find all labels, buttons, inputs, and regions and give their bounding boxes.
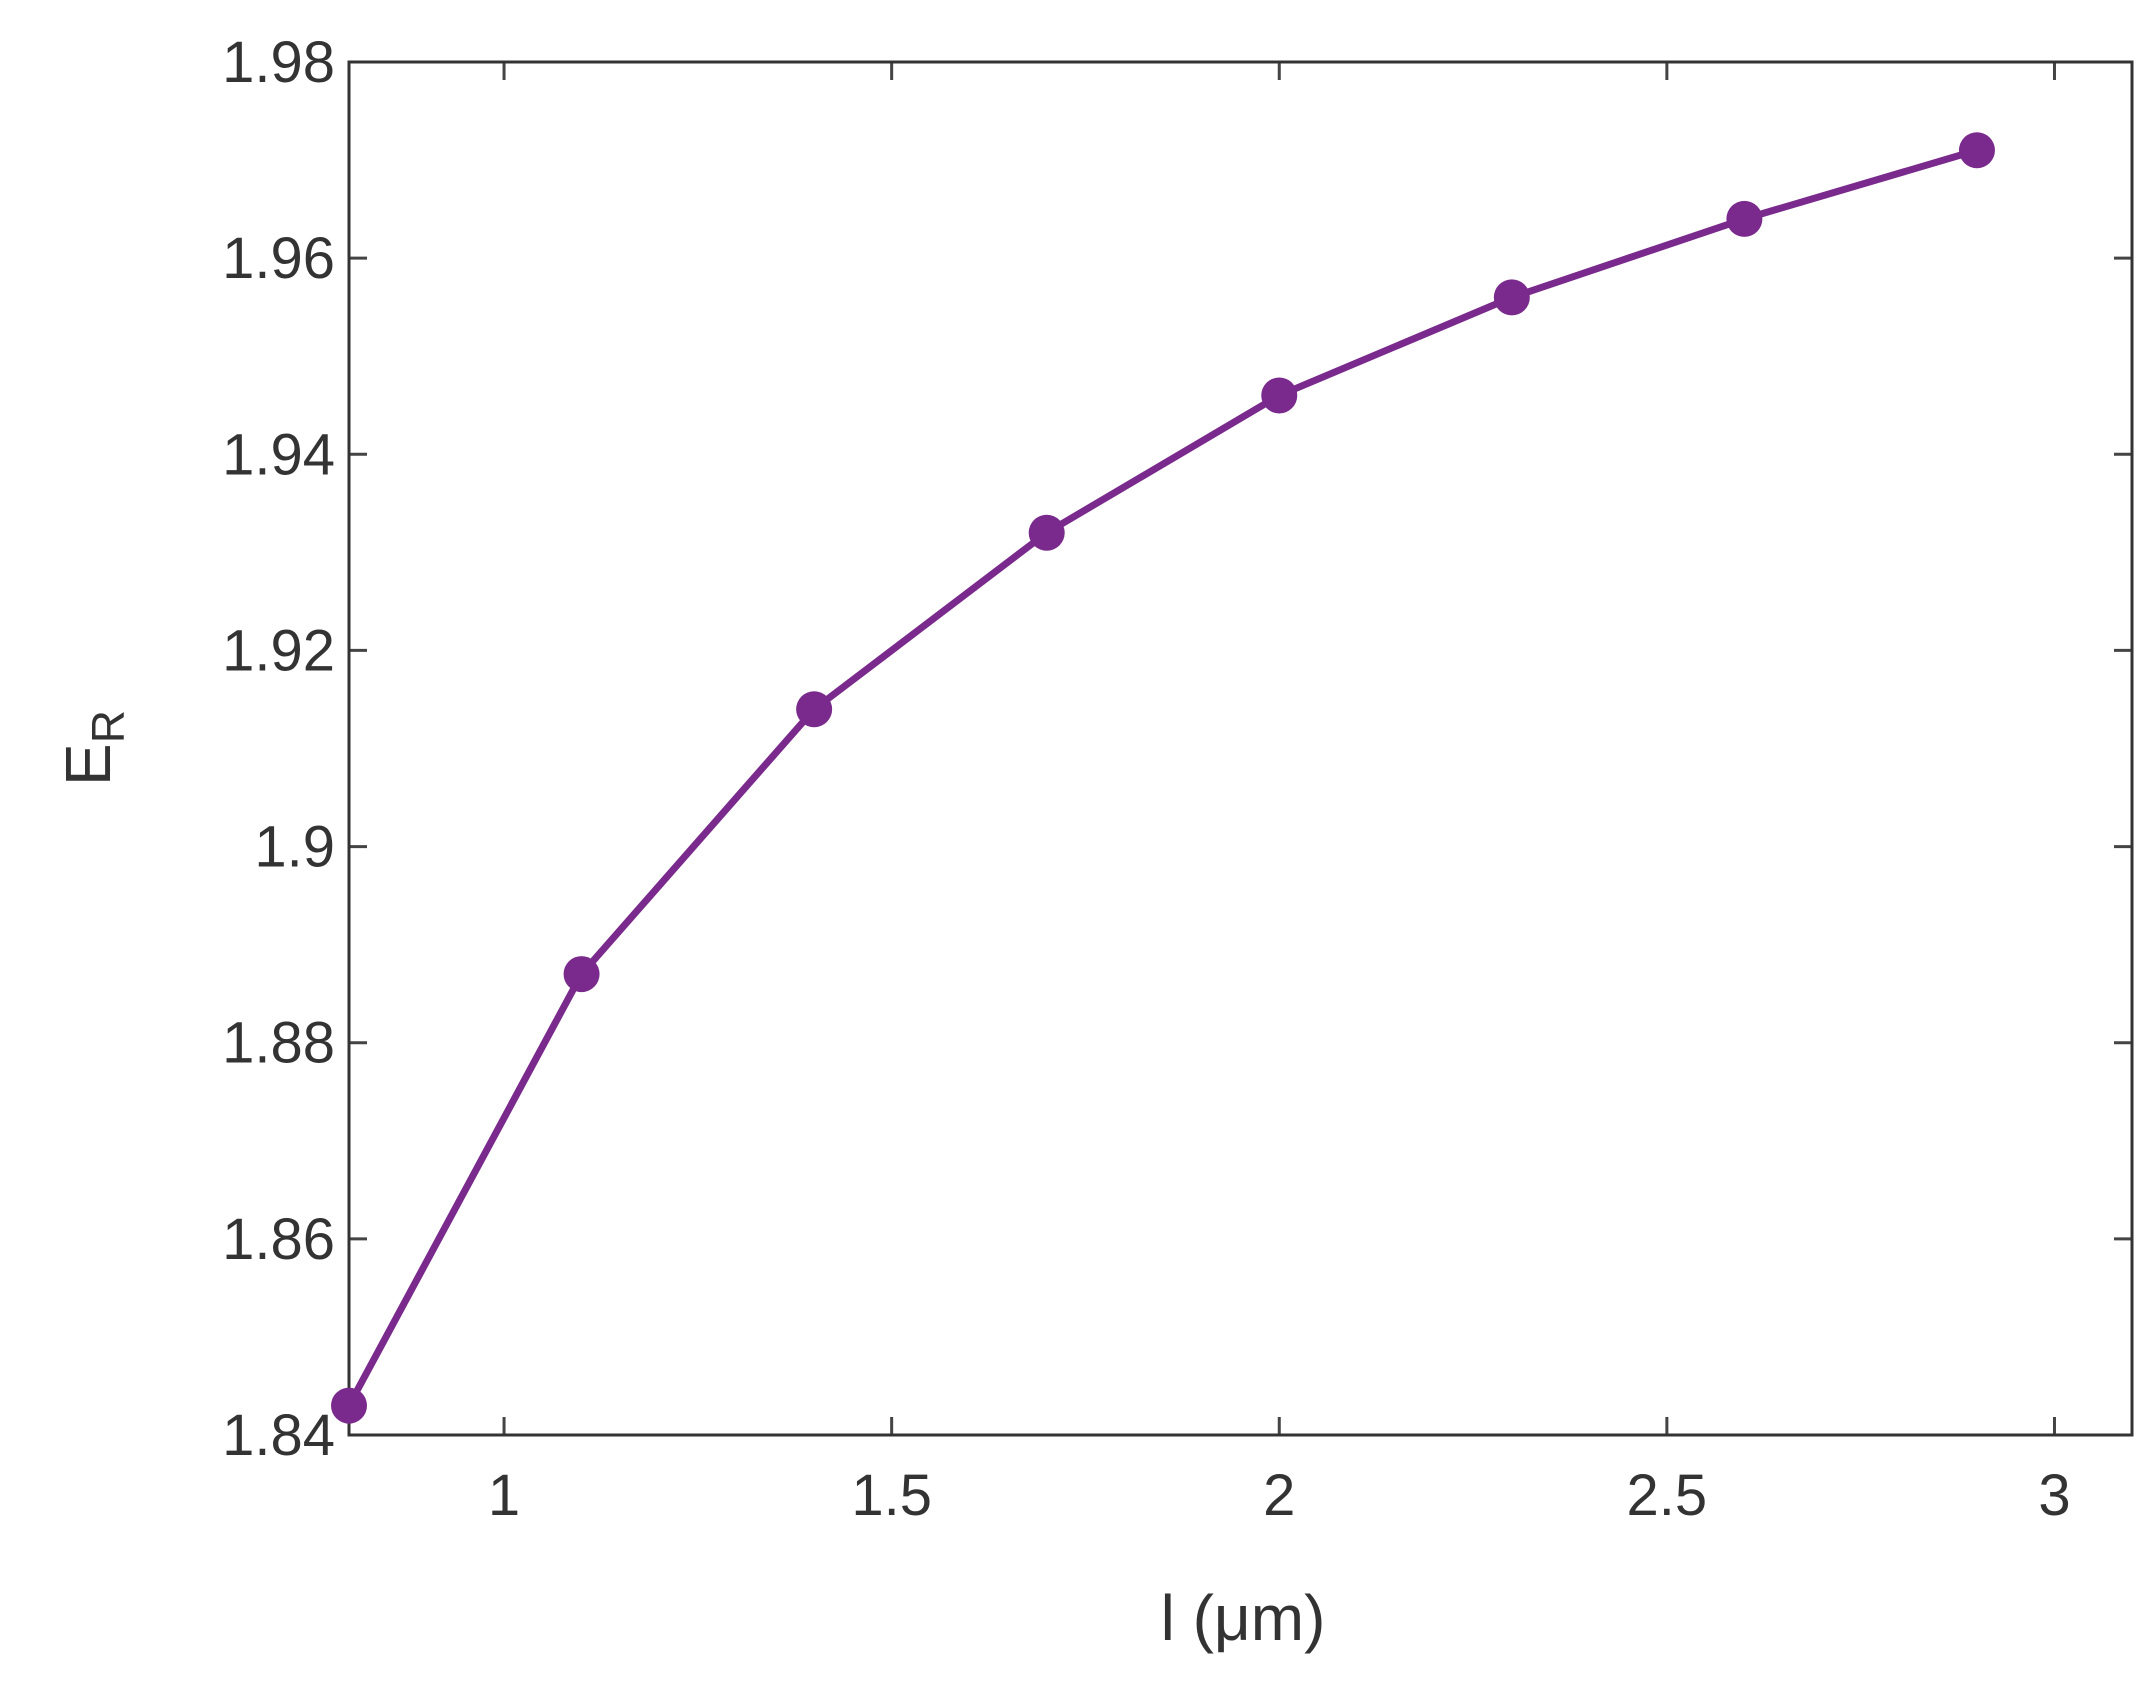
marker xyxy=(563,956,600,993)
y-tick-label: 1.84 xyxy=(222,1403,335,1468)
y-tick-label: 1.86 xyxy=(222,1207,335,1272)
marker xyxy=(1958,132,1995,169)
x-tick-label: 1 xyxy=(488,1463,520,1528)
x-tick-label: 3 xyxy=(2038,1463,2070,1528)
marker xyxy=(331,1387,367,1424)
x-tick-label: 1.5 xyxy=(851,1463,932,1528)
marker xyxy=(1028,514,1065,551)
y-tick-label: 1.88 xyxy=(222,1011,335,1076)
y-tick-label: 1.96 xyxy=(222,226,335,291)
x-tick-label: 2.5 xyxy=(1627,1463,1708,1528)
y-axis-label-main: E xyxy=(52,743,124,786)
marker xyxy=(1261,377,1298,414)
y-tick-label: 1.9 xyxy=(254,815,335,880)
y-tick-label: 1.92 xyxy=(222,618,335,683)
y-axis-label-sub: R xyxy=(82,710,134,743)
marker xyxy=(796,691,833,728)
plot-frame xyxy=(347,60,2134,1437)
x-axis-label: l (μm) xyxy=(1161,1582,1326,1654)
y-tick-label: 1.98 xyxy=(222,30,335,95)
series-line xyxy=(345,146,1978,1408)
y-axis-label: ER xyxy=(52,710,134,786)
marker xyxy=(1726,200,1763,237)
y-axis-label-group: ER xyxy=(52,710,134,786)
y-tick-label: 1.94 xyxy=(222,422,335,487)
x-tick-label: 2 xyxy=(1263,1463,1295,1528)
marker xyxy=(1493,279,1530,316)
